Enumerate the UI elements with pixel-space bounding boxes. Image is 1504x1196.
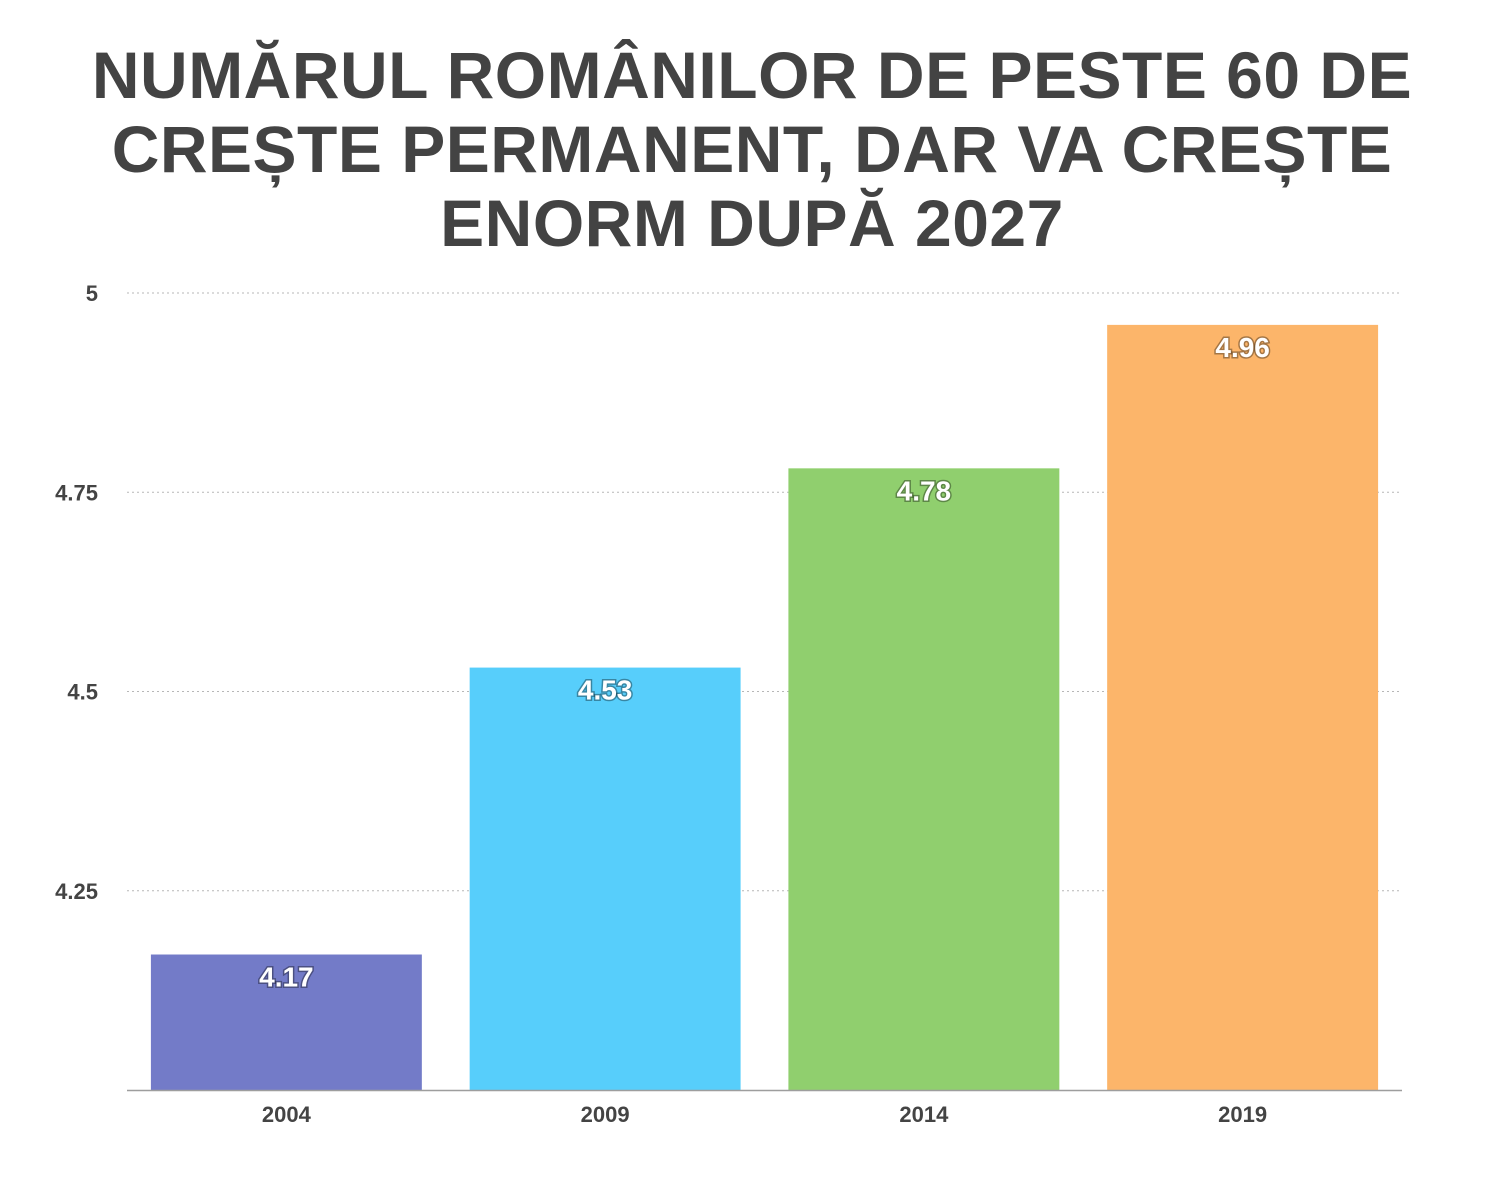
y-tick-label: 4.75 <box>55 480 98 505</box>
data-label: 4.78 <box>897 475 952 506</box>
x-axis-ticks: 2004 2009 2014 2019 <box>262 1102 1267 1127</box>
chart-title-line-1: NUMĂRUL ROMÂNILOR DE PESTE 60 DE <box>91 38 1413 112</box>
y-tick-label: 4.5 <box>67 680 98 705</box>
data-labels: 4.17 4.53 4.78 4.96 <box>258 330 1272 994</box>
bar-2019 <box>1107 324 1379 1090</box>
data-label: 4.53 <box>578 675 633 706</box>
x-tick-label: 2019 <box>1218 1102 1267 1127</box>
chart-title: NUMĂRUL ROMÂNILOR DE PESTE 60 DE CREȘTE … <box>0 38 1504 260</box>
x-tick-label: 2009 <box>581 1102 630 1127</box>
bar-2009 <box>469 667 741 1090</box>
y-tick-label: 4.25 <box>55 879 98 904</box>
x-tick-label: 2014 <box>899 1102 949 1127</box>
chart-title-line-3: ENORM DUPĂ 2027 <box>440 186 1064 260</box>
data-label: 4.96 <box>1215 332 1270 363</box>
y-axis-ticks: 4.25 4.5 4.75 5 <box>55 281 98 904</box>
y-tick-label: 5 <box>86 281 98 306</box>
data-label: 4.17 <box>259 962 314 993</box>
chart-title-line-2: CREȘTE PERMANENT, DAR VA CREȘTE <box>111 112 1393 186</box>
bar-2004 <box>150 954 422 1090</box>
bars <box>150 324 1379 1091</box>
x-tick-label: 2004 <box>262 1102 312 1127</box>
bar-2014 <box>788 468 1060 1091</box>
